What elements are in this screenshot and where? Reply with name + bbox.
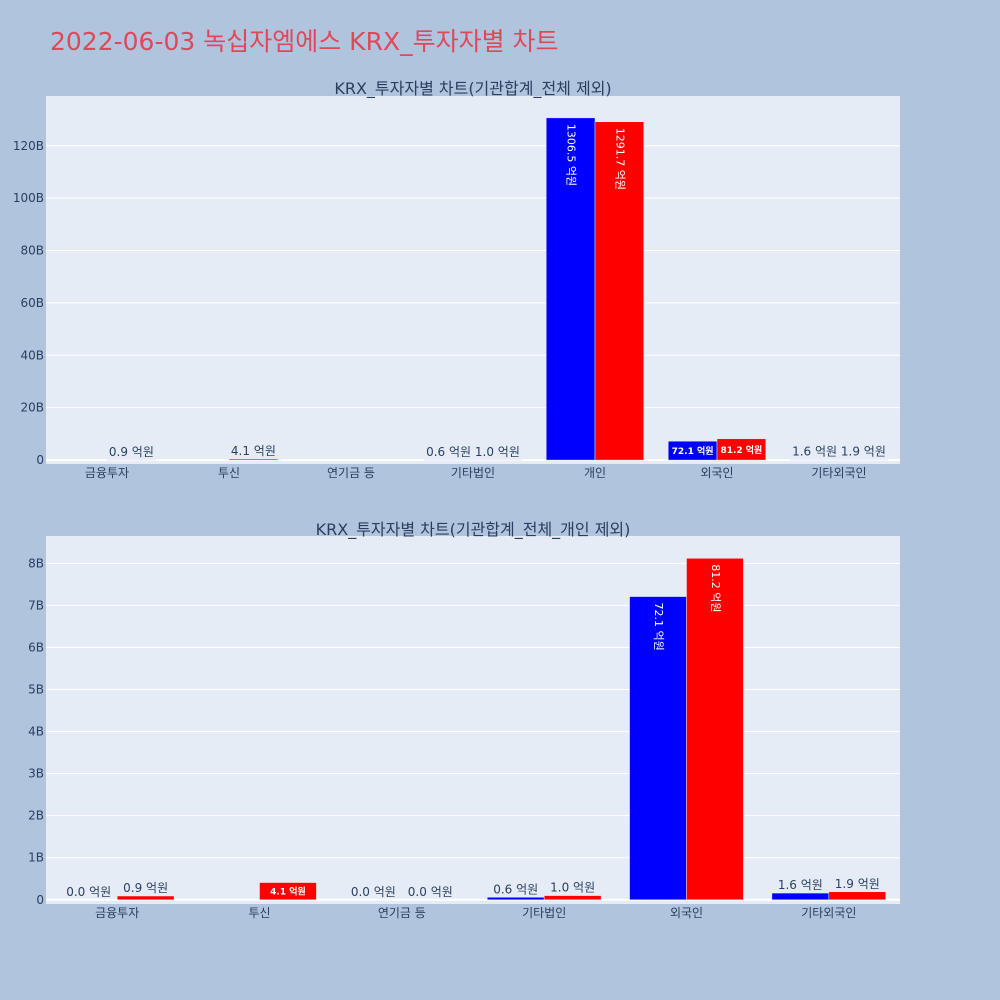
y-tick-label: 120B — [13, 139, 44, 153]
chart-2: 0 1B 2B 3B 4B 5B 6B 7B 8B KRX_투자자별 차트(기관합계_전체_개인 … — [28, 520, 900, 920]
y-tick-label: 4B — [28, 725, 44, 739]
bar-label: 0.0 억원 — [408, 885, 453, 899]
y-tick-label: 7B — [28, 598, 44, 612]
y-tick-label: 80B — [20, 244, 44, 258]
bar-label: 1291.7 억원 — [613, 128, 626, 190]
bar-label: 0.0 억원 — [351, 885, 396, 899]
bar-label: 1.0 억원 — [475, 445, 520, 459]
y-tick-label: 2B — [28, 809, 44, 823]
bar-label: 72.1 억원 — [672, 445, 714, 457]
x-tick-label: 투신 — [248, 906, 270, 920]
y-tick-label: 60B — [20, 296, 44, 310]
bar-label: 4.1 억원 — [270, 886, 306, 898]
x-tick-label: 금융투자 — [85, 466, 129, 480]
bar-label: 1.0 억원 — [550, 881, 595, 895]
bar — [116, 895, 175, 901]
bar — [716, 438, 767, 461]
y-tick-label: 20B — [20, 401, 44, 415]
bar-label: 81.2 억원 — [720, 444, 762, 456]
bar-label: 0.6 억원 — [493, 882, 538, 896]
bar-label: 1306.5 억원 — [565, 124, 578, 186]
x-tick-label: 연기금 등 — [327, 466, 375, 480]
bar — [543, 895, 602, 901]
x-tick-label: 기타법인 — [522, 906, 566, 920]
chart-title: KRX_투자자별 차트(기관합계_전체 제외) — [334, 79, 611, 99]
bar — [771, 892, 830, 901]
bar-label: 0.6 억원 — [426, 445, 471, 459]
x-tick-label: 기타외국인 — [801, 906, 856, 920]
bar — [629, 596, 687, 901]
plot-area — [46, 536, 900, 904]
y-tick-label: 40B — [20, 348, 44, 362]
bar — [545, 117, 596, 461]
chart-title: KRX_투자자별 차트(기관합계_전체_개인 제외) — [316, 520, 631, 540]
bar-label: 1.6 억원 — [778, 878, 823, 892]
page-title: 2022-06-03 녹십자엠에스 KRX_투자자별 차트 — [50, 27, 559, 56]
chart-1: 0 20B 40B 60B 80B 100B 120B KRX_투자자별 차트(기관합계_전체… — [13, 79, 900, 480]
bar-label: 1.9 억원 — [841, 445, 886, 459]
bar-label: 72.1 억원 — [652, 603, 665, 651]
bar — [259, 882, 317, 901]
y-tick-label: 3B — [28, 767, 44, 781]
x-tick-label: 투신 — [218, 466, 240, 480]
plot-area — [46, 96, 900, 464]
x-tick-label: 기타외국인 — [811, 466, 866, 480]
y-tick-label: 0 — [36, 893, 44, 907]
bar — [486, 897, 545, 901]
bar — [828, 891, 887, 901]
x-tick-label: 개인 — [584, 466, 606, 480]
y-tick-label: 6B — [28, 640, 44, 654]
y-tick-label: 0 — [36, 453, 44, 467]
bar-label: 1.9 억원 — [835, 877, 880, 891]
y-tick-label: 100B — [13, 191, 44, 205]
y-tick-label: 8B — [28, 556, 44, 570]
x-tick-label: 외국인 — [670, 906, 703, 920]
x-tick-label: 금융투자 — [95, 906, 139, 920]
bar-label: 1.6 억원 — [792, 445, 837, 459]
bar — [228, 458, 279, 461]
x-tick-label: 기타법인 — [451, 466, 495, 480]
x-tick-label: 외국인 — [700, 466, 733, 480]
bar — [594, 121, 645, 461]
bar — [686, 558, 744, 901]
bar-label: 0.0 억원 — [66, 885, 111, 899]
bar-label: 0.9 억원 — [109, 445, 154, 459]
bar-label: 81.2 억원 — [709, 564, 722, 612]
bar-label: 4.1 억원 — [231, 444, 276, 458]
y-tick-label: 1B — [28, 851, 44, 865]
bar-label: 0.9 억원 — [123, 881, 168, 895]
x-tick-label: 연기금 등 — [378, 906, 426, 920]
y-tick-label: 5B — [28, 683, 44, 697]
